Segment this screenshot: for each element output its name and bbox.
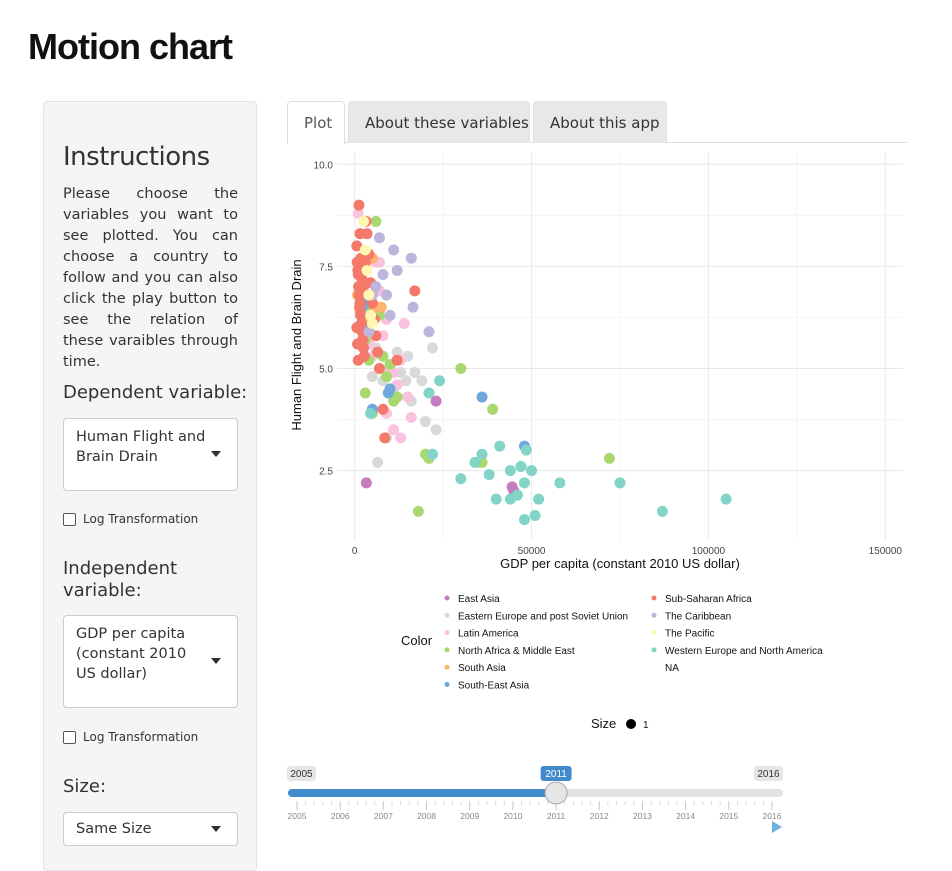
tab-bar: Plot About these variables About this ap… <box>287 101 907 144</box>
slider-tick-label: 2014 <box>676 811 695 821</box>
slider-min-badge: 2005 <box>287 766 316 781</box>
dependent-log-transform-label: Log Transformation <box>83 512 199 526</box>
instructions-text: Please choose the variables you want to … <box>63 186 238 370</box>
tab-about-app-label: About this app <box>550 114 660 132</box>
dependent-variable-select[interactable]: Human Flight and Brain Drain <box>63 418 238 491</box>
sidebar-panel: Instructions Please choose the variables… <box>43 101 257 871</box>
independent-log-transform-checkbox[interactable]: Log Transformation <box>63 730 198 744</box>
slider-value-label: 2011 <box>545 769 567 780</box>
slider-tick-label: 2008 <box>417 811 436 821</box>
slider-tick-label: 2016 <box>763 811 782 821</box>
tab-about-variables[interactable]: About these variables <box>348 101 530 143</box>
independent-variable-select[interactable]: GDP per capita (constant 2010 US dollar) <box>63 615 238 708</box>
chevron-down-icon <box>211 451 221 457</box>
slider-tick-label: 2007 <box>374 811 393 821</box>
slider-tick-label: 2015 <box>719 811 738 821</box>
tab-about-app[interactable]: About this app <box>533 101 667 143</box>
slider-tick-label: 2009 <box>460 811 479 821</box>
slider-min-label: 2005 <box>290 769 313 780</box>
app-title: Motion chart <box>28 26 233 67</box>
instructions-heading: Instructions <box>63 142 210 172</box>
slider-max-badge: 2016 <box>754 766 783 781</box>
slider-ticks: 2005 2006 2007 2008 2009 2010 2011 2012 2013 2014… <box>288 801 782 821</box>
independent-log-transform-label: Log Transformation <box>83 730 199 744</box>
independent-variable-value: GDP per capita (constant 2010 US dollar) <box>76 626 187 682</box>
slider-tick-label: 2012 <box>590 811 609 821</box>
dependent-log-transform-checkbox[interactable]: Log Transformation <box>63 512 198 526</box>
size-select[interactable]: Same Size <box>63 812 238 846</box>
chevron-down-icon <box>211 658 221 664</box>
checkbox-icon[interactable] <box>63 512 76 526</box>
slider-fill <box>288 789 557 797</box>
size-label: Size: <box>63 776 107 797</box>
dependent-variable-value: Human Flight and Brain Drain <box>76 429 206 465</box>
slider-tick-label: 2011 <box>547 811 566 821</box>
slider-tick-label: 2005 <box>288 811 307 821</box>
slider-value-badge: 2011 <box>540 766 572 781</box>
slider-tick-label: 2010 <box>503 811 522 821</box>
slider-tick-label: 2006 <box>331 811 350 821</box>
slider-handle[interactable] <box>544 781 568 805</box>
tab-plot-label: Plot <box>304 114 333 132</box>
slider-max-label: 2016 <box>757 769 780 780</box>
chevron-down-icon <box>211 826 221 832</box>
checkbox-icon[interactable] <box>63 730 76 744</box>
size-select-value: Same Size <box>76 821 152 837</box>
slider-tick-label: 2013 <box>633 811 652 821</box>
dependent-variable-label: Dependent variable: <box>63 382 248 403</box>
tab-plot[interactable]: Plot <box>287 101 345 144</box>
play-icon[interactable] <box>772 821 782 833</box>
tab-about-variables-label: About these variables <box>365 114 529 132</box>
independent-variable-label: Independent variable: <box>63 558 178 601</box>
